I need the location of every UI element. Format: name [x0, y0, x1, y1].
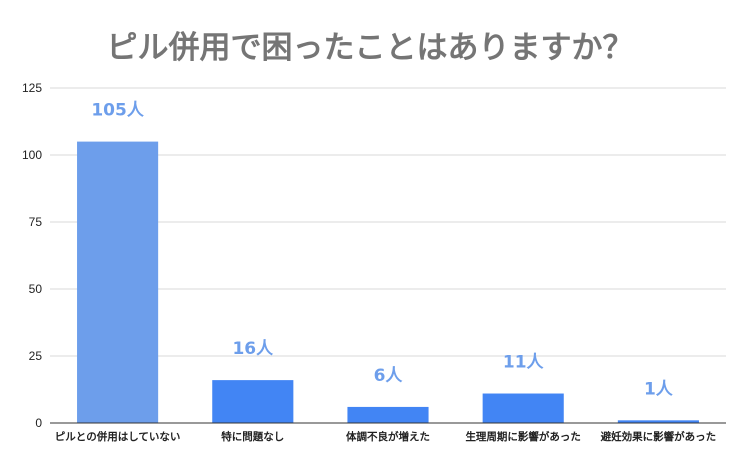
y-tick-label: 25	[29, 349, 43, 363]
bar	[77, 141, 159, 423]
x-tick-label: 生理周期に影響があった	[465, 430, 581, 443]
x-tick-label: 避妊効果に影響があった	[600, 430, 717, 443]
chart-title: ピル併用で困ったことはありますか？	[107, 30, 634, 66]
y-tick-label: 50	[29, 282, 43, 296]
bar	[617, 420, 699, 423]
data-label: 16人	[232, 339, 274, 359]
x-tick-label: 体調不良が増えた	[346, 430, 430, 443]
y-tick-label: 125	[22, 81, 42, 95]
data-label: 11人	[503, 353, 545, 373]
gridlines	[50, 87, 726, 357]
y-tick-label: 100	[22, 148, 42, 162]
bar	[347, 406, 429, 423]
bars	[77, 141, 699, 423]
x-tick-label: ピルとの併用はしていない	[55, 430, 181, 443]
bar	[212, 380, 294, 423]
x-axis-categories: ピルとの併用はしていない 特に問題なし 体調不良が増えた 生理周期に影響があった 避妊効…	[55, 430, 716, 443]
data-labels: 105人 16人 6人 11人 1人	[91, 101, 673, 400]
x-tick-label: 特に問題なし	[221, 430, 284, 443]
y-tick-label: 75	[29, 215, 43, 229]
data-label: 6人	[374, 366, 404, 386]
data-label: 1人	[644, 379, 674, 399]
data-label: 105人	[91, 101, 144, 121]
y-axis-ticks: 0 25 50 75 100 125	[22, 81, 42, 430]
y-tick-label: 0	[35, 416, 42, 430]
bar	[482, 393, 564, 423]
